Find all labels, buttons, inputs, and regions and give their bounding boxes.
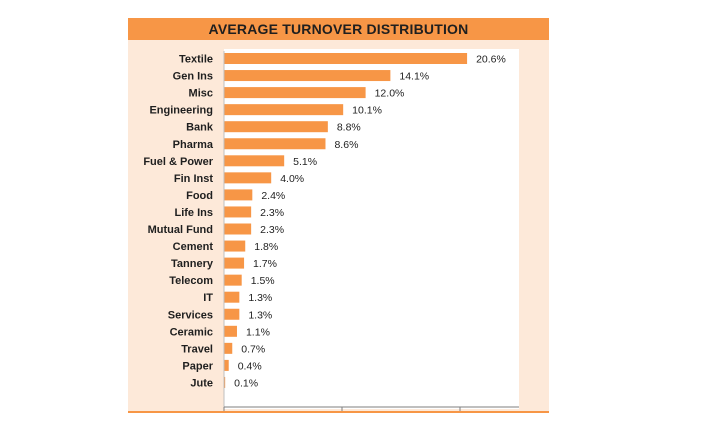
bar bbox=[224, 70, 391, 82]
bar bbox=[224, 155, 285, 167]
category-label: Travel bbox=[181, 343, 213, 355]
data-label: 0.4% bbox=[238, 360, 262, 372]
bar bbox=[224, 87, 366, 99]
bar bbox=[224, 257, 245, 269]
data-label: 2.3% bbox=[260, 207, 284, 219]
bar bbox=[224, 223, 252, 235]
category-label: Misc bbox=[189, 88, 213, 100]
category-label: Textile bbox=[179, 54, 213, 66]
bar bbox=[224, 138, 326, 150]
bar bbox=[224, 342, 233, 354]
data-label: 2.3% bbox=[260, 224, 284, 236]
data-label: 20.6% bbox=[476, 54, 506, 66]
category-label: Bank bbox=[186, 122, 214, 134]
category-label: Engineering bbox=[149, 105, 213, 117]
bar bbox=[224, 206, 252, 218]
data-label: 2.4% bbox=[261, 190, 285, 202]
bar bbox=[224, 121, 328, 133]
chart-svg: Textile 20.6% Gen Ins 14.1% Misc 12.0% Enginee… bbox=[143, 49, 519, 411]
data-label: 8.6% bbox=[334, 139, 358, 151]
category-label: Fin Inst bbox=[174, 173, 213, 185]
chart-panel: Textile 20.6% Gen Ins 14.1% Misc 12.0% Enginee… bbox=[128, 18, 549, 413]
data-label: 4.0% bbox=[280, 173, 304, 185]
bar bbox=[224, 189, 253, 201]
data-label: 1.5% bbox=[251, 275, 275, 287]
data-label: 0.1% bbox=[234, 377, 258, 389]
data-label: 1.1% bbox=[246, 326, 270, 338]
category-label: Services bbox=[168, 309, 213, 321]
data-label: 1.3% bbox=[248, 292, 272, 304]
category-label: Gen Ins bbox=[173, 71, 213, 83]
bar bbox=[224, 291, 240, 303]
category-label: Cement bbox=[173, 241, 214, 253]
data-label: 1.3% bbox=[248, 309, 272, 321]
bar bbox=[224, 359, 229, 371]
data-label: 1.8% bbox=[254, 241, 278, 253]
bar bbox=[224, 53, 468, 64]
bar bbox=[224, 308, 240, 320]
chart-title-bar: AVERAGE TURNOVER DISTRIBUTION bbox=[128, 18, 549, 40]
data-label: 10.1% bbox=[352, 105, 382, 117]
bar bbox=[224, 376, 226, 388]
category-label: Ceramic bbox=[170, 326, 213, 338]
data-label: 0.7% bbox=[241, 343, 265, 355]
chart-title: AVERAGE TURNOVER DISTRIBUTION bbox=[208, 21, 469, 37]
bar bbox=[224, 274, 242, 286]
category-label: Fuel & Power bbox=[143, 156, 213, 168]
data-label: 12.0% bbox=[375, 88, 405, 100]
data-label: 14.1% bbox=[399, 71, 429, 83]
category-label: Paper bbox=[182, 360, 213, 372]
data-label: 1.7% bbox=[253, 258, 277, 270]
category-label: Jute bbox=[190, 377, 213, 389]
bar bbox=[224, 325, 237, 337]
data-label: 5.1% bbox=[293, 156, 317, 168]
category-label: Food bbox=[186, 190, 213, 202]
category-label: Telecom bbox=[169, 275, 213, 287]
category-label: Mutual Fund bbox=[148, 224, 213, 236]
category-label: IT bbox=[203, 292, 213, 304]
bar bbox=[224, 104, 344, 116]
bar bbox=[224, 172, 272, 184]
data-label: 8.8% bbox=[337, 122, 361, 134]
bar bbox=[224, 240, 246, 252]
category-label: Pharma bbox=[173, 139, 214, 151]
category-label: Life Ins bbox=[174, 207, 213, 219]
category-label: Tannery bbox=[171, 258, 214, 270]
